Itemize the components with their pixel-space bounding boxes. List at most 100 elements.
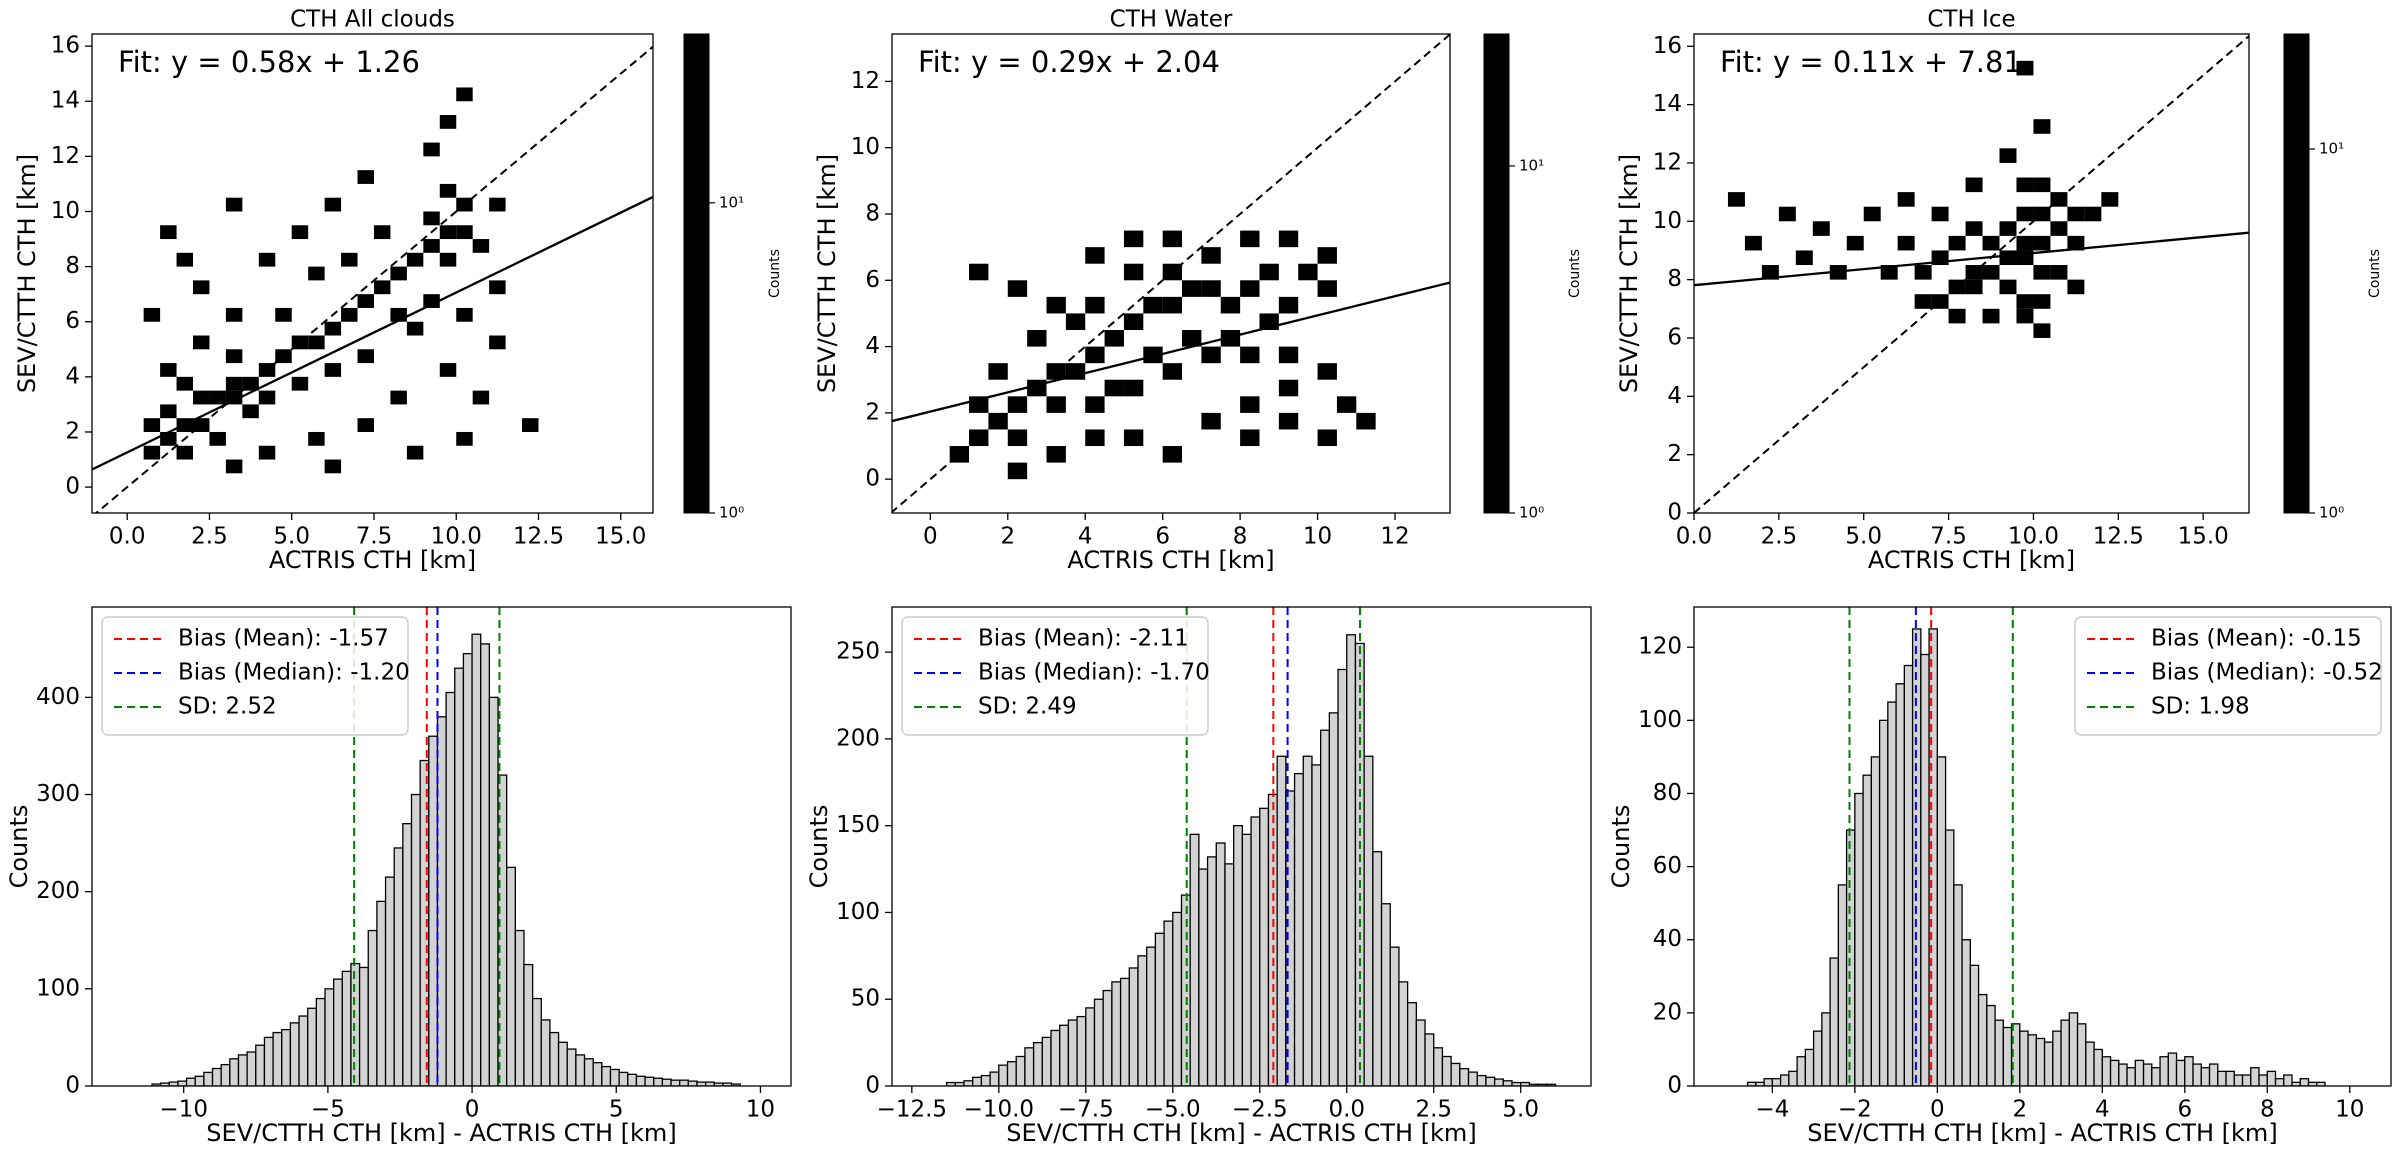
histogram-bar <box>1154 932 1165 1086</box>
histogram-bar <box>2052 1030 2062 1086</box>
histogram-bar <box>1276 755 1287 1086</box>
y-tick-label: 4 <box>65 363 80 389</box>
histogram-bar <box>1920 653 1930 1086</box>
histogram-bar <box>1771 1078 1782 1086</box>
histogram-bar <box>2241 1074 2252 1086</box>
histogram-bar <box>2266 1070 2277 1086</box>
hist2d-cell <box>357 349 374 364</box>
y-tick-label: 0 <box>865 1073 880 1099</box>
hist2d-cell <box>2050 221 2068 236</box>
histogram-bar <box>272 1031 283 1086</box>
histogram-bar <box>1878 719 1889 1086</box>
histogram-bar <box>1302 755 1313 1086</box>
hist2d-cell <box>275 307 292 322</box>
histogram-bar <box>2060 1019 2070 1086</box>
hist2d-cell <box>1240 396 1260 413</box>
hist2d-cell <box>439 183 457 198</box>
histogram-bar <box>2208 1063 2219 1086</box>
hist2d-cell <box>1999 250 2017 266</box>
hist2d-cell <box>258 252 276 267</box>
histogram-bar <box>1241 833 1252 1086</box>
histogram-bar <box>1380 903 1391 1086</box>
hist2d-cell <box>1046 296 1066 314</box>
one-to-one-line <box>892 34 1450 513</box>
hist2d-cell <box>176 376 194 391</box>
y-tick-label: 100 <box>836 899 880 925</box>
hist2d-cell <box>1999 148 2017 163</box>
fit-line <box>892 281 1450 423</box>
hist2d-cell <box>1778 206 1796 222</box>
x-tick-label: 2 <box>1000 524 1015 550</box>
hist2d-cell <box>1085 296 1105 314</box>
histogram-bar <box>1024 1047 1035 1086</box>
y-tick-label: 12 <box>51 143 80 169</box>
histogram-bar <box>1111 981 1122 1086</box>
hist2d-cell <box>439 115 457 129</box>
hist2d-cell <box>472 239 490 253</box>
chart-title: CTH Ice <box>1927 7 2015 33</box>
y-tick-label: 6 <box>865 267 880 293</box>
y-tick-label: 8 <box>865 200 880 226</box>
histogram-bar <box>1206 856 1217 1086</box>
histogram-bar <box>557 1041 568 1086</box>
hist2d-cell <box>1278 346 1299 364</box>
y-tick-label: 12 <box>851 68 880 94</box>
histogram-bar <box>436 716 447 1086</box>
y-tick-label: 0 <box>1667 1073 1682 1099</box>
histogram-bar <box>566 1048 577 1086</box>
histogram-bar <box>601 1065 612 1086</box>
histogram-bar <box>402 823 413 1086</box>
y-tick-label: 2 <box>1667 441 1682 467</box>
histogram-bar <box>1215 842 1226 1086</box>
fit-annotation: Fit: y = 0.11x + 7.81 <box>1720 45 2022 79</box>
x-tick-label: 2.5 <box>1415 1097 1452 1123</box>
y-tick-label: 16 <box>51 33 80 59</box>
x-tick-label: 0 <box>923 524 938 550</box>
y-tick-label: 2 <box>865 399 880 425</box>
x-tick-label: 2.5 <box>1761 524 1798 550</box>
hist2d-cell <box>1240 429 1260 447</box>
hist2d-cell <box>1880 265 1898 280</box>
colorbar <box>2283 33 2310 514</box>
hist2d-cell <box>2067 206 2085 222</box>
one-to-one-line <box>1694 34 2249 513</box>
histogram-bar <box>281 1028 292 1086</box>
histogram-bar <box>350 962 361 1086</box>
hist2d-cell <box>2033 119 2051 134</box>
hist2d-cell <box>2016 177 2034 193</box>
hist2d-cell <box>1220 330 1241 347</box>
histogram-bar <box>2175 1059 2186 1086</box>
hist2d-cell <box>1317 280 1337 297</box>
histogram-bar <box>2151 1067 2161 1086</box>
histogram-bar <box>488 696 499 1086</box>
histogram-bar <box>471 633 482 1086</box>
y-tick-label: 150 <box>836 812 880 838</box>
hist2d-cell <box>193 335 210 350</box>
histogram-bar <box>1796 1056 1807 1086</box>
hist2d-cell <box>225 459 243 474</box>
histogram-bar <box>1259 807 1270 1086</box>
hist2d-cell <box>1182 280 1202 297</box>
hist2d-cell <box>1046 446 1066 463</box>
hist2d-cell <box>2033 177 2051 193</box>
hist2d-cell <box>2084 206 2102 222</box>
histogram-bar <box>2118 1063 2128 1086</box>
x-tick-label: 6 <box>2177 1097 2192 1123</box>
x-axis-label: SEV/CTTH CTH [km] - ACTRIS CTH [km] <box>1006 1119 1476 1147</box>
histogram-bar <box>1346 634 1357 1086</box>
histogram-bar <box>1424 1033 1435 1086</box>
hist2d-cell <box>1846 235 1864 251</box>
hist2d-cell <box>1744 235 1762 251</box>
x-tick-label: 15.0 <box>2178 524 2229 550</box>
hist2d-cell <box>225 349 243 364</box>
hist2d-cell <box>291 376 309 391</box>
y-tick-label: 8 <box>65 253 80 279</box>
x-tick-label: −12.5 <box>877 1097 947 1123</box>
y-tick-label: 200 <box>36 878 80 904</box>
histogram-bar <box>1146 946 1157 1086</box>
y-axis-label: SEV/CTTH CTH [km] <box>813 154 841 393</box>
hist2d-cell <box>489 197 506 212</box>
y-tick-label: 8 <box>1667 266 1682 292</box>
x-tick-label: 0 <box>1930 1097 1945 1123</box>
hist2d-cell <box>357 170 374 184</box>
